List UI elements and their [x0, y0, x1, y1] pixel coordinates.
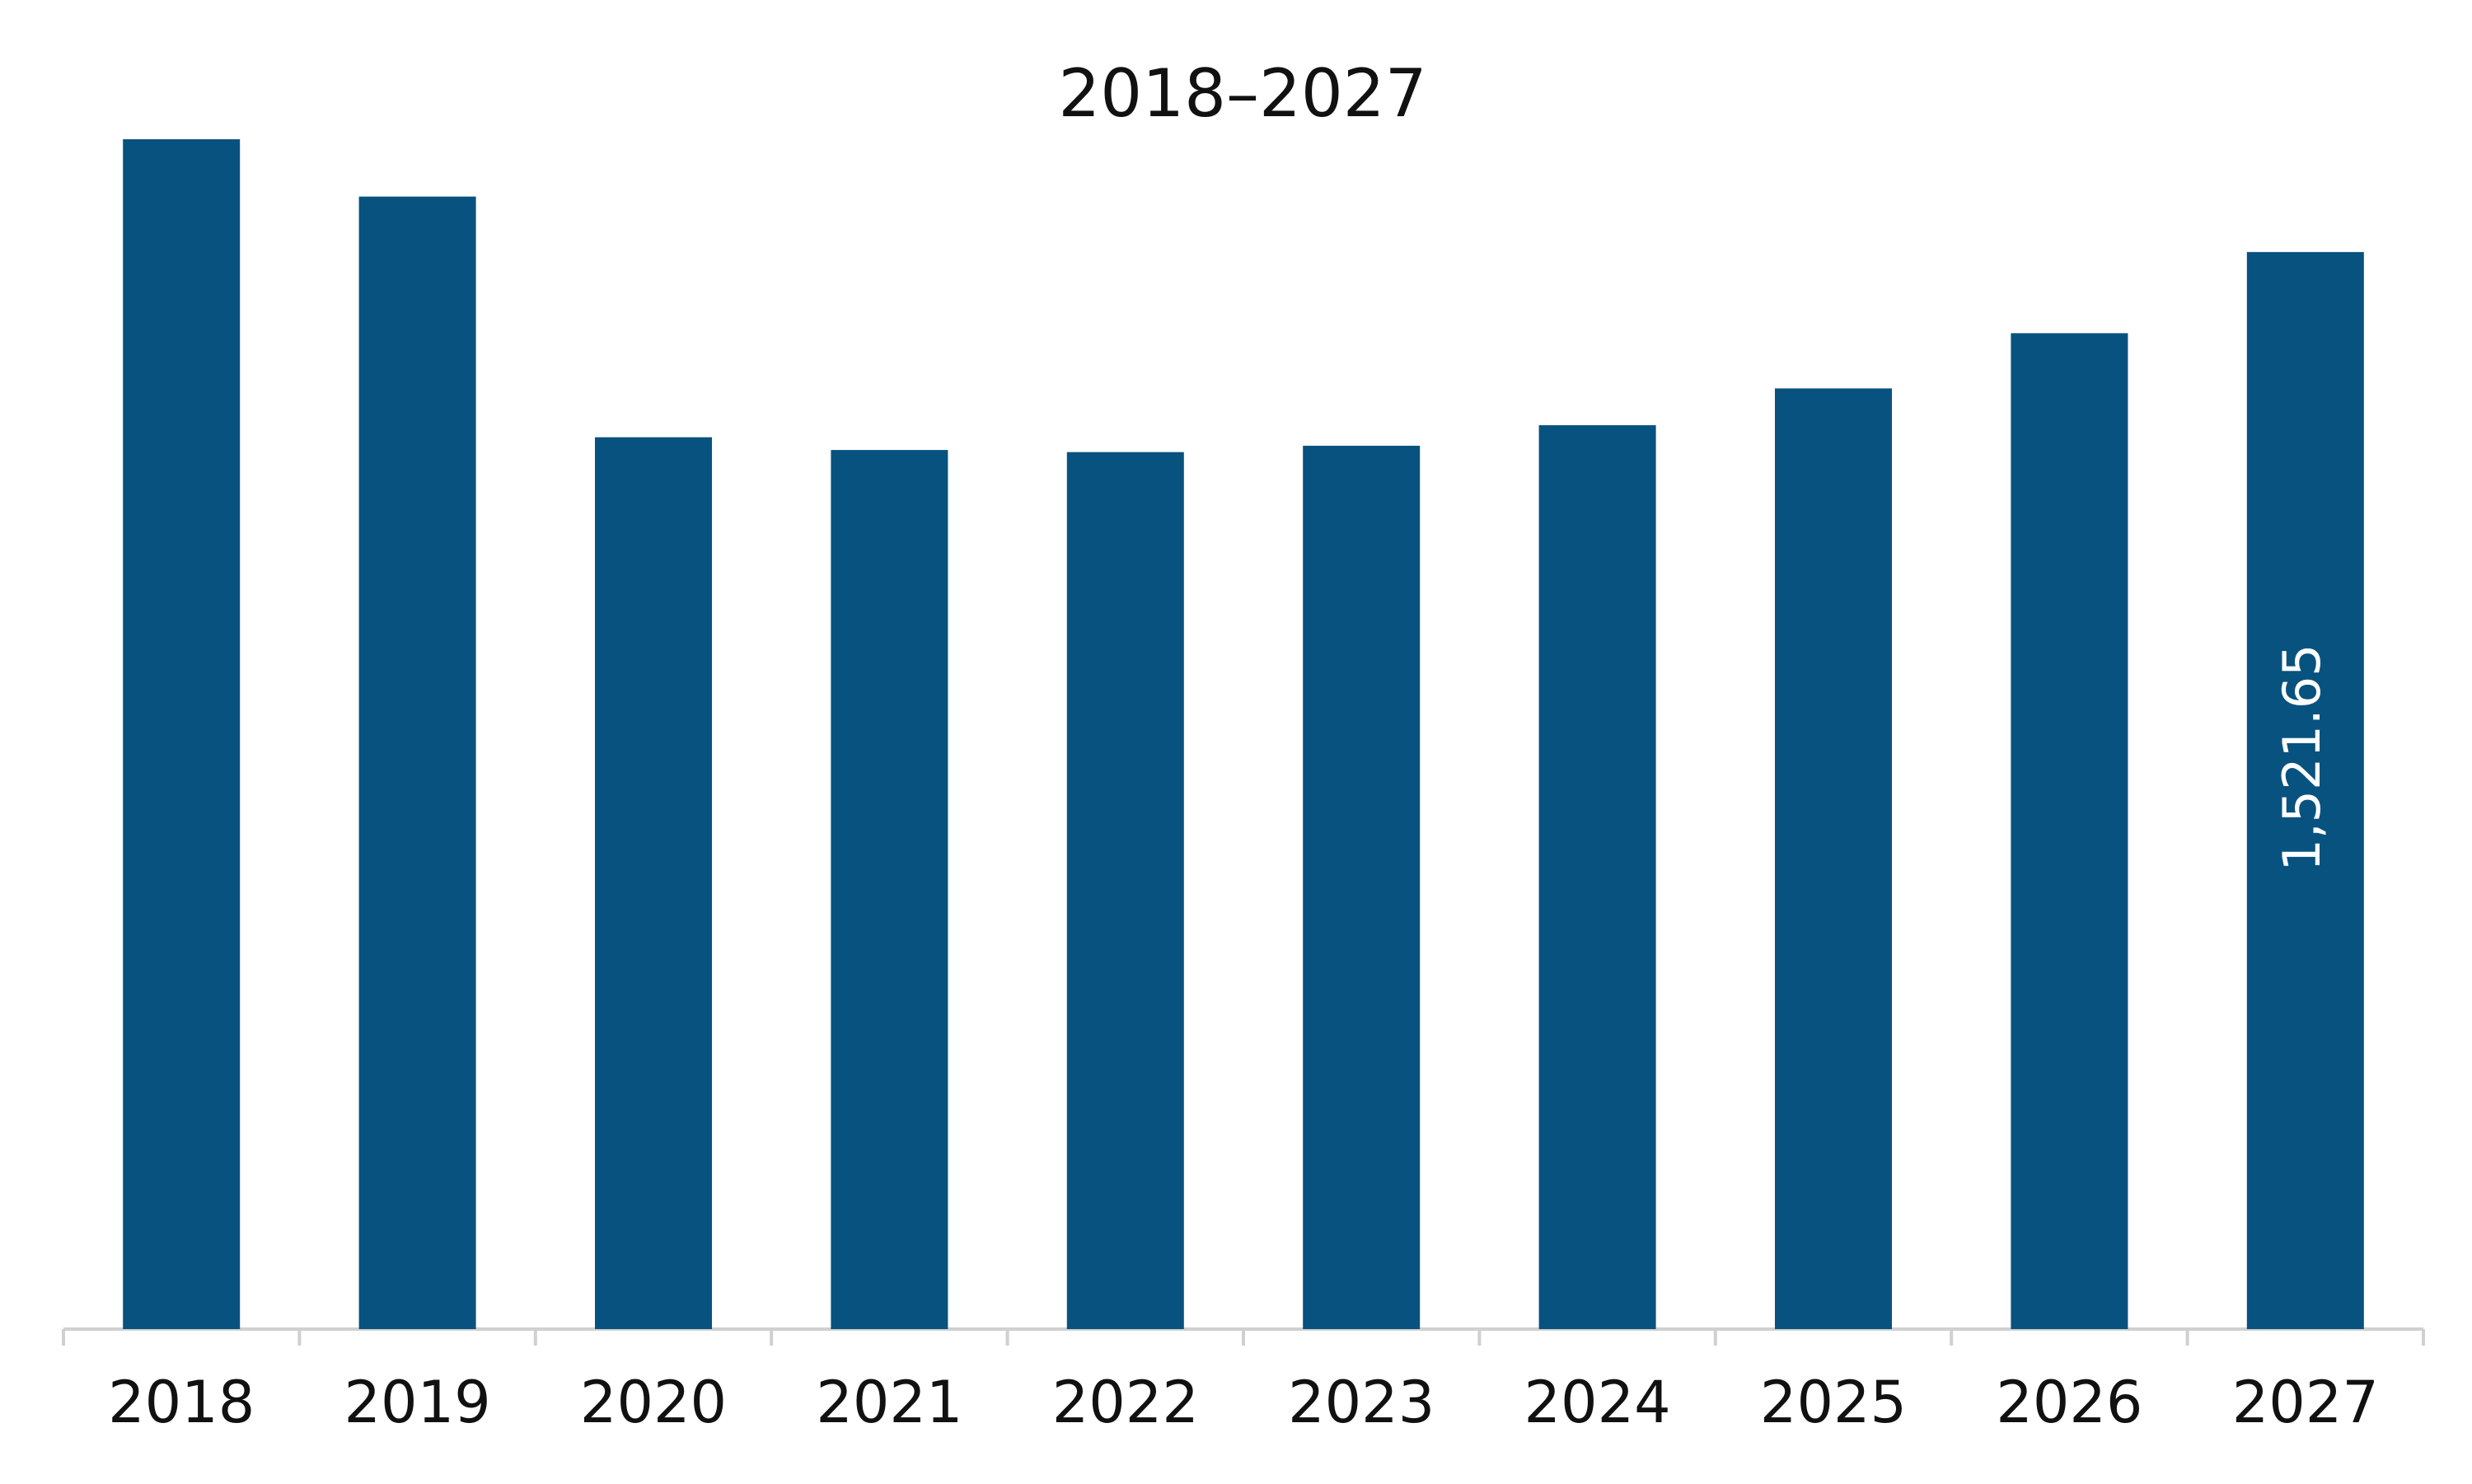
- value-label: 1,521.65: [2272, 644, 2332, 871]
- bar: [1303, 445, 1421, 1329]
- x-tick-label: 2020: [580, 1369, 727, 1436]
- bar: [1775, 388, 1892, 1329]
- bar: [123, 139, 241, 1329]
- bar: [1066, 452, 1184, 1329]
- bar: [595, 437, 712, 1329]
- bar: [1538, 425, 1656, 1330]
- x-tick-label: 2026: [1996, 1369, 2142, 1436]
- x-tick-label: 2018: [108, 1369, 255, 1436]
- x-tick-label: 2027: [2232, 1369, 2379, 1436]
- x-tick-label: 2021: [816, 1369, 962, 1436]
- x-tick-label: 2019: [344, 1369, 491, 1436]
- x-tick-label: 2024: [1524, 1369, 1671, 1436]
- x-tick-label: 2023: [1288, 1369, 1435, 1436]
- bar: [358, 196, 476, 1329]
- x-tick-label: 2025: [1760, 1369, 1907, 1436]
- bar: [831, 450, 948, 1330]
- bar: [2246, 251, 2364, 1329]
- chart-title: 2018–2027: [1058, 55, 1426, 132]
- bar: [2011, 333, 2128, 1330]
- x-tick-label: 2022: [1052, 1369, 1199, 1436]
